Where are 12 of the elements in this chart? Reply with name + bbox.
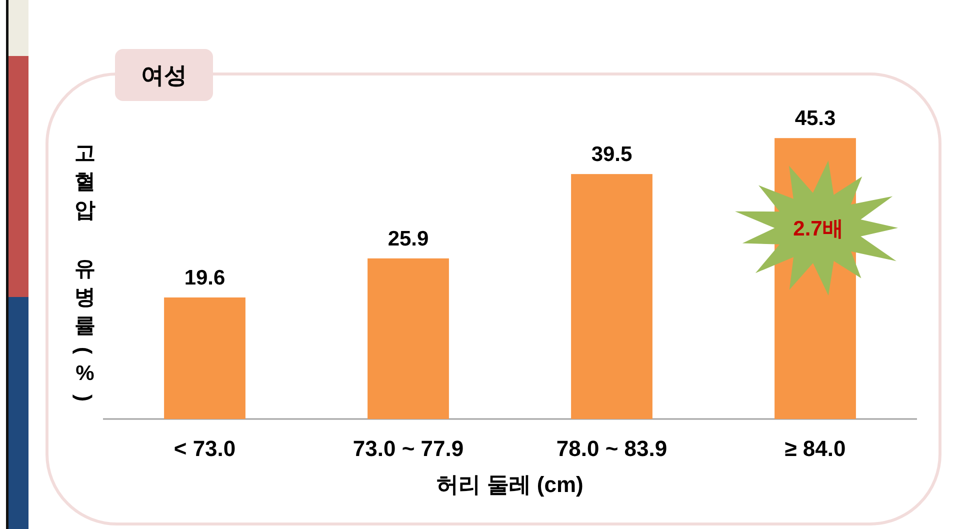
data-label: 19.6 — [184, 266, 226, 290]
chart-title: 여성 — [141, 62, 187, 88]
annotation: 2.7배 — [793, 217, 844, 240]
x-axis-title: 허리 둘레 (cm) — [436, 472, 584, 497]
data-label: 45.3 — [794, 107, 836, 130]
y-axis-title: 고혈압 유병률(%) — [72, 142, 96, 402]
data-label: 39.5 — [591, 143, 633, 166]
data-label: 25.9 — [388, 227, 429, 250]
x-tick-label: ≥ 84.0 — [784, 436, 846, 461]
x-tick-label: 73.0 ~ 77.9 — [352, 436, 464, 461]
x-tick-label: < 73.0 — [174, 436, 236, 461]
x-tick-label: 78.0 ~ 83.9 — [556, 436, 668, 461]
